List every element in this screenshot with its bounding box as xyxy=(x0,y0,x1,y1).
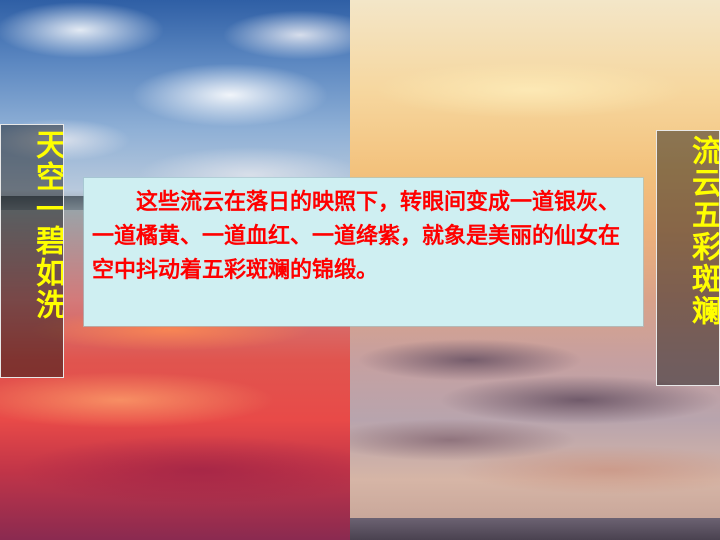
left-vertical-title: 天空一碧如洗 xyxy=(0,124,64,378)
treeline-strip xyxy=(350,518,720,540)
right-vertical-title: 流云五彩斑斓 xyxy=(656,130,720,386)
body-text-box: 这些流云在落日的映照下，转眼间变成一道银灰、一道橘黄、一道血红、一道绛紫，就象是… xyxy=(84,178,643,326)
body-text: 这些流云在落日的映照下，转眼间变成一道银灰、一道橘黄、一道血红、一道绛紫，就象是… xyxy=(92,190,621,283)
